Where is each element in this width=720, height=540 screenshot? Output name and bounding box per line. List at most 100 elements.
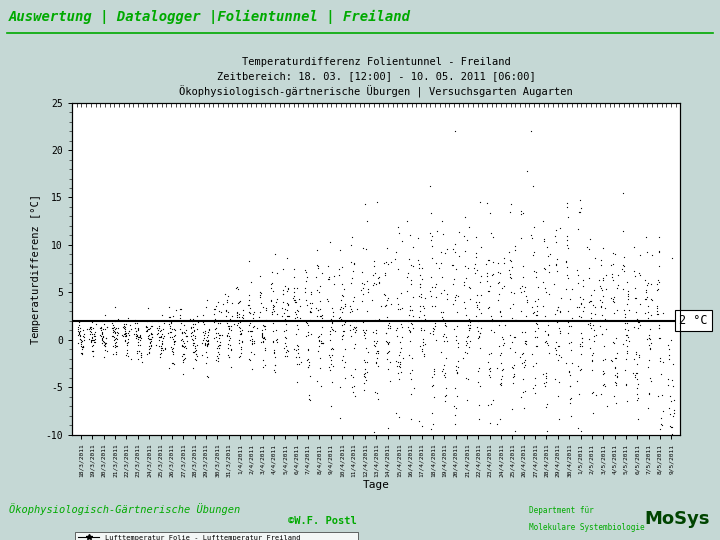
Point (360, 369, 372, 377)
Point (334, 312, 346, 321)
Point (575, 204, 587, 212)
Point (360, 326, 372, 334)
Point (382, 294, 393, 302)
Point (293, 349, 305, 357)
Point (487, 258, 498, 267)
Point (631, 368, 642, 377)
Point (654, 370, 666, 379)
Point (631, 315, 643, 324)
Point (369, 341, 381, 350)
Point (598, 291, 609, 300)
Point (96, 334, 108, 343)
Point (235, 318, 246, 327)
Point (598, 381, 609, 389)
Text: ©W.F. Postl: ©W.F. Postl (288, 516, 356, 526)
Point (90, 338, 102, 346)
Point (408, 293, 419, 301)
Point (326, 377, 338, 386)
Point (243, 291, 255, 299)
Point (202, 353, 213, 361)
Point (427, 301, 438, 310)
Point (644, 333, 655, 342)
Point (179, 350, 190, 359)
Point (663, 354, 675, 363)
Point (345, 321, 356, 329)
Point (258, 322, 270, 330)
Point (89, 332, 101, 340)
Point (612, 281, 624, 289)
Point (485, 400, 497, 408)
Point (606, 260, 617, 269)
Point (429, 321, 441, 330)
Point (519, 386, 531, 395)
Point (336, 335, 348, 343)
Point (585, 291, 597, 300)
Point (551, 338, 562, 347)
Point (314, 353, 325, 362)
Point (561, 263, 572, 272)
Point (336, 262, 347, 271)
Point (629, 373, 641, 381)
Point (539, 382, 551, 390)
Point (384, 358, 395, 367)
Point (325, 366, 336, 374)
Point (416, 274, 428, 283)
Point (224, 340, 235, 349)
Point (361, 217, 372, 225)
Point (317, 339, 328, 347)
Point (644, 355, 655, 364)
Point (152, 324, 163, 333)
Point (611, 349, 623, 357)
Point (140, 323, 152, 332)
Point (608, 296, 619, 305)
Point (436, 348, 447, 356)
Point (413, 417, 425, 426)
Point (653, 233, 665, 242)
Point (271, 338, 283, 347)
Point (575, 435, 586, 444)
Point (359, 365, 370, 374)
Point (212, 336, 223, 345)
Point (657, 309, 669, 318)
Point (157, 346, 168, 354)
Point (610, 249, 621, 258)
Point (134, 335, 145, 344)
Point (119, 326, 130, 335)
Point (484, 418, 495, 427)
Point (598, 341, 610, 350)
Point (122, 338, 133, 347)
Point (187, 363, 199, 372)
Point (254, 288, 266, 296)
Point (256, 329, 268, 338)
Point (654, 334, 665, 343)
Point (619, 313, 631, 322)
Point (414, 306, 426, 315)
Point (168, 360, 180, 368)
Point (312, 312, 323, 321)
Point (418, 351, 430, 360)
Point (598, 370, 609, 379)
Point (551, 346, 562, 354)
Point (634, 268, 645, 277)
Point (210, 315, 221, 323)
Point (597, 244, 608, 253)
Point (390, 255, 401, 264)
Point (431, 227, 443, 235)
Point (121, 350, 132, 359)
Point (407, 243, 418, 252)
Point (255, 291, 266, 300)
Point (530, 268, 541, 276)
Point (361, 276, 372, 285)
Point (492, 289, 504, 298)
Point (130, 334, 142, 342)
Point (178, 342, 189, 351)
Point (120, 330, 131, 339)
Point (279, 305, 291, 314)
Point (595, 302, 606, 311)
Point (519, 336, 531, 345)
Point (621, 347, 633, 356)
Point (325, 360, 336, 368)
Point (348, 343, 360, 352)
Point (73, 327, 84, 336)
Point (237, 310, 248, 319)
